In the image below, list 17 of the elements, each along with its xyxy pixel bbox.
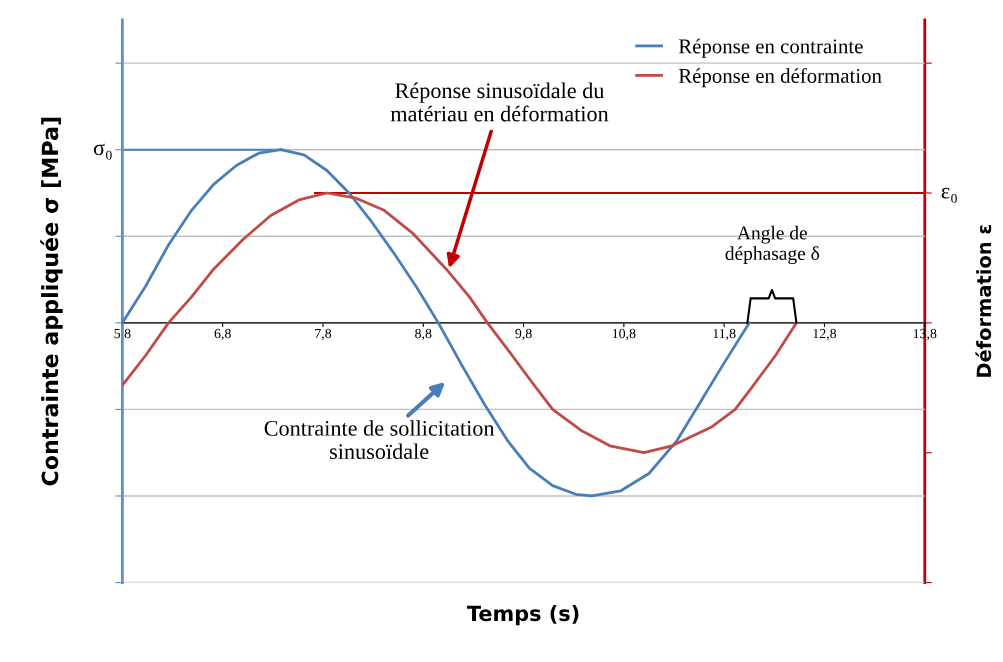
- legend-label: Réponse en déformation: [678, 68, 882, 88]
- x-tick-label: 7,8: [315, 328, 332, 341]
- x-tick-label: 10,8: [612, 328, 636, 341]
- x-tick-label: 6,8: [214, 328, 231, 341]
- x-tick-label: 9,8: [515, 328, 532, 341]
- annotation: Contrainte de sollicitation sinusoïdale: [264, 420, 495, 460]
- y2-axis-title: Déformation ε: [975, 225, 992, 377]
- y-axis-title: Contrainte appliquée σ [MPa]: [40, 117, 63, 486]
- text: Temps (s): [467, 605, 579, 626]
- legend-label: Réponse en contrainte: [678, 38, 863, 58]
- annotation: Réponse sinusoïdale du matériau en déformation: [390, 82, 609, 122]
- annotation: Angle de déphasage δ: [725, 225, 820, 265]
- x-tick-label: 11,8: [713, 328, 736, 341]
- ref-line-label: ε₀: [941, 187, 957, 203]
- x-tick-label: 8,8: [415, 328, 432, 341]
- x-tick-label: 12,8: [813, 328, 837, 341]
- ref-line-label: σ₀: [93, 143, 112, 160]
